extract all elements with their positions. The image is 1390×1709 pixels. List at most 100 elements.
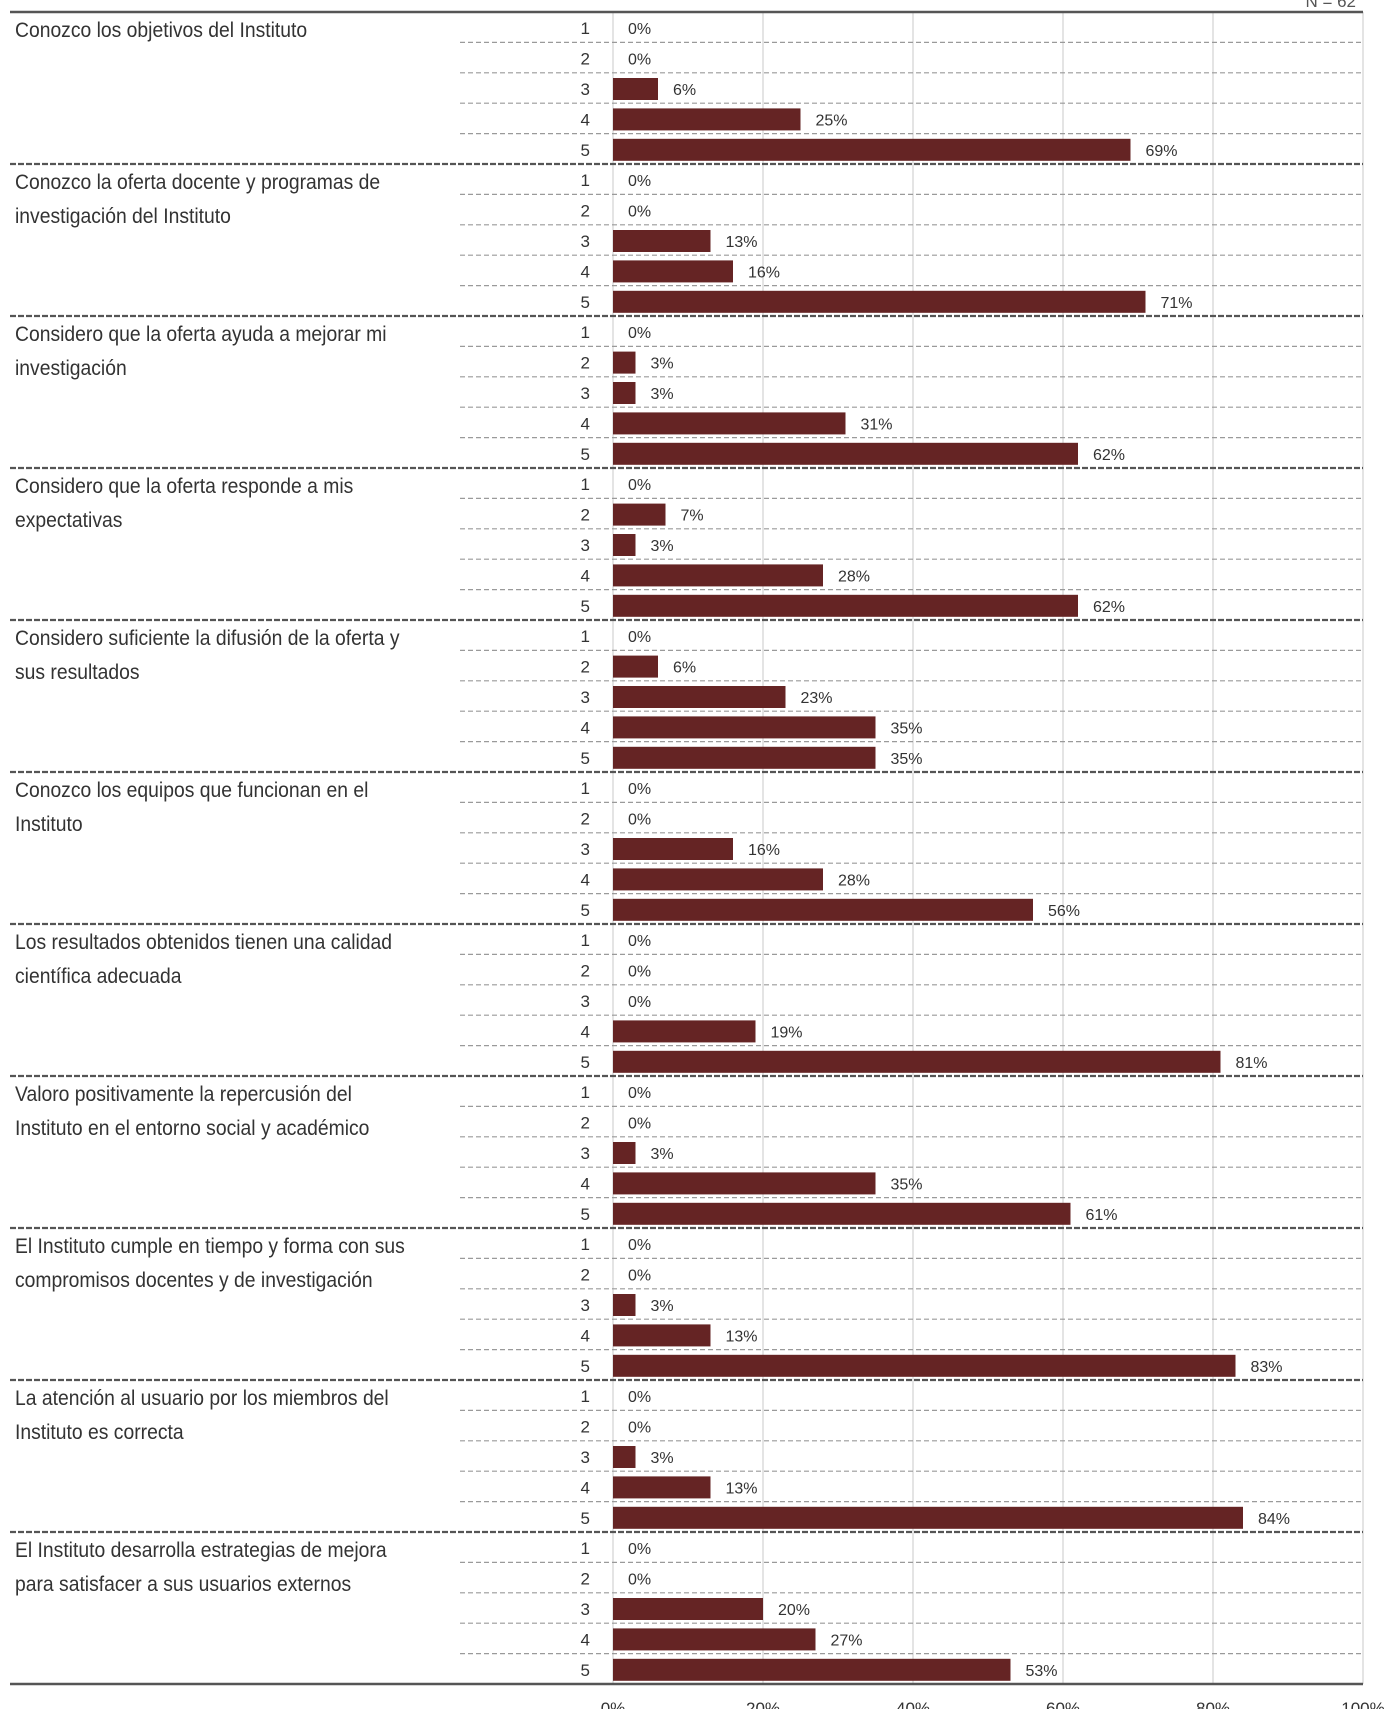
bar-value-label: 0% [628,1389,651,1406]
bar-value-label: 3% [651,538,674,555]
x-tick-label: 0% [601,1699,626,1709]
category-label: 2 [581,506,590,525]
category-label: 5 [581,597,590,616]
category-label: 2 [581,1570,590,1589]
category-label: 3 [581,688,590,707]
category-label: 3 [581,232,590,251]
question-label: Considero que la oferta responde a mis e… [15,475,354,532]
bar [613,138,1131,161]
question-label: Considero que la oferta ayuda a mejorar … [15,323,387,380]
bar-value-label: 23% [801,690,833,707]
bar [613,1598,763,1620]
category-label: 1 [581,1539,590,1558]
bar-value-label: 0% [628,477,651,494]
bar [613,1202,1071,1225]
bar-value-label: 0% [628,21,651,38]
category-label: 5 [581,1053,590,1072]
bar-value-label: 6% [673,660,696,677]
bar [613,868,823,891]
bar-value-label: 16% [748,264,780,281]
category-label: 5 [581,1205,590,1224]
bar-value-label: 0% [628,629,651,646]
bar-value-label: 35% [891,1176,923,1193]
bar [613,1628,816,1651]
question-label: Conozco la oferta docente y programas de… [15,171,381,228]
bar-value-label: 31% [861,416,893,433]
bar-value-label: 0% [628,204,651,221]
bar-value-label: 35% [891,720,923,737]
category-label: 1 [581,627,590,646]
bar-value-label: 13% [726,1480,758,1497]
category-label: 4 [581,718,590,737]
x-tick-label: 40% [896,1699,930,1709]
bar [613,655,658,678]
bar [613,290,1146,313]
bar-value-label: 71% [1161,295,1193,312]
category-label: 4 [581,1326,590,1345]
category-label: 1 [581,19,590,38]
bar-value-label: 19% [771,1024,803,1041]
bar-value-label: 3% [651,1450,674,1467]
bar [613,1172,876,1195]
category-label: 3 [581,840,590,859]
bar-value-label: 0% [628,1572,651,1589]
bar-value-label: 0% [628,173,651,190]
bar [613,594,1078,617]
category-label: 1 [581,1083,590,1102]
bar [613,746,876,769]
bar-value-label: 81% [1236,1055,1268,1072]
category-label: 4 [581,1630,590,1649]
bar [613,1050,1221,1073]
question-label: Considero suficiente la difusión de la o… [15,627,400,684]
question-label: Conozco los objetivos del Instituto [15,19,308,42]
category-label: 5 [581,141,590,160]
question-label: Los resultados obtenidos tienen una cali… [15,931,393,988]
bar [613,1658,1011,1681]
question-label: El Instituto desarrolla estrategias de m… [15,1539,387,1596]
bar-value-label: 13% [726,234,758,251]
bar [613,412,846,435]
category-label: 1 [581,323,590,342]
bar [613,1446,636,1468]
bar [613,382,636,404]
bar-value-label: 7% [681,508,704,525]
bar-value-label: 13% [726,1328,758,1345]
category-label: 1 [581,171,590,190]
bar [613,534,636,556]
bar [613,78,658,100]
category-label: 3 [581,1296,590,1315]
bar-value-label: 3% [651,386,674,403]
bar-value-label: 6% [673,82,696,99]
bar [613,1020,756,1043]
bar [613,230,711,252]
bar-value-label: 0% [628,1116,651,1133]
bar-value-label: 16% [748,842,780,859]
category-label: 1 [581,779,590,798]
bar-value-label: 0% [628,52,651,69]
bar [613,898,1033,921]
bar-value-label: 0% [628,964,651,981]
category-label: 5 [581,1661,590,1680]
category-label: 3 [581,80,590,99]
bar-value-label: 3% [651,356,674,373]
bar [613,838,733,860]
bar-value-label: 0% [628,1541,651,1558]
bar-value-label: 53% [1026,1663,1058,1680]
bar [613,1142,636,1164]
bar-value-label: 83% [1251,1359,1283,1376]
bar-value-label: 0% [628,933,651,950]
category-label: 3 [581,992,590,1011]
category-label: 3 [581,536,590,555]
category-label: 4 [581,1174,590,1193]
question-label: Valoro positivamente la repercusión del … [15,1083,370,1140]
bar [613,1324,711,1347]
category-label: 3 [581,1448,590,1467]
category-label: 5 [581,1509,590,1528]
bar [613,564,823,587]
x-tick-label: 100% [1341,1699,1384,1709]
category-label: 4 [581,566,590,585]
category-label: 3 [581,1144,590,1163]
bar [613,1354,1236,1377]
category-label: 1 [581,1387,590,1406]
category-label: 2 [581,50,590,69]
